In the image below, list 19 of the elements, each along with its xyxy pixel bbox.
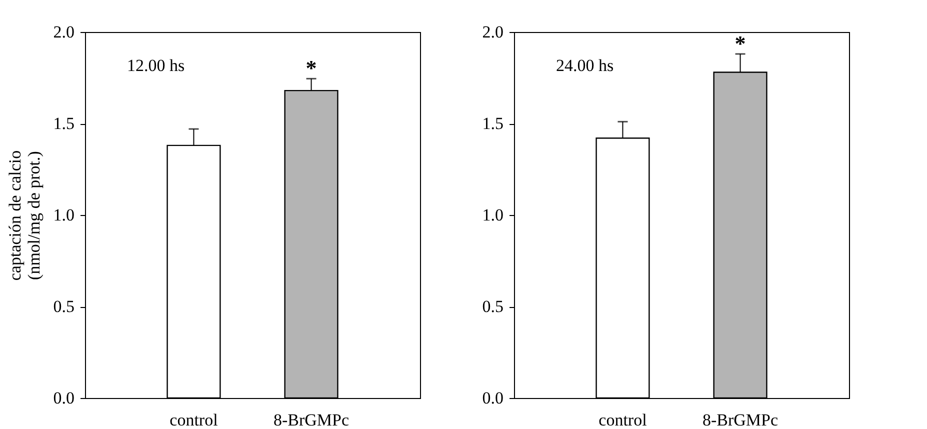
y-tick-label: 2.0 [53,22,74,42]
y-tick-label: 0.5 [482,297,504,316]
y-tick-label: 0.0 [53,388,74,408]
x-tick-label: control [598,410,648,429]
annotation: 12.00 hs [127,56,185,75]
y-tick-label: 0.0 [482,388,504,408]
annotation: * [734,30,746,56]
annotation: * [306,56,317,81]
y-tick-label: 0.5 [53,297,74,316]
x-tick-label: 8-BrGMPc [273,410,350,429]
x-tick-label: 8-BrGMPc [702,410,778,429]
y-tick-label: 1.0 [53,206,74,224]
y-tick-label: 1.5 [482,114,504,133]
y-tick-label: 2.0 [482,22,504,42]
annotation: 24.00 hs [556,56,614,75]
y-axis-title: captación de calcio (nmol/mg de prot.) [5,150,44,281]
x-tick-label: control [170,410,218,429]
y-tick-label: 1.5 [53,114,74,133]
y-tick-label: 1.0 [482,206,504,224]
